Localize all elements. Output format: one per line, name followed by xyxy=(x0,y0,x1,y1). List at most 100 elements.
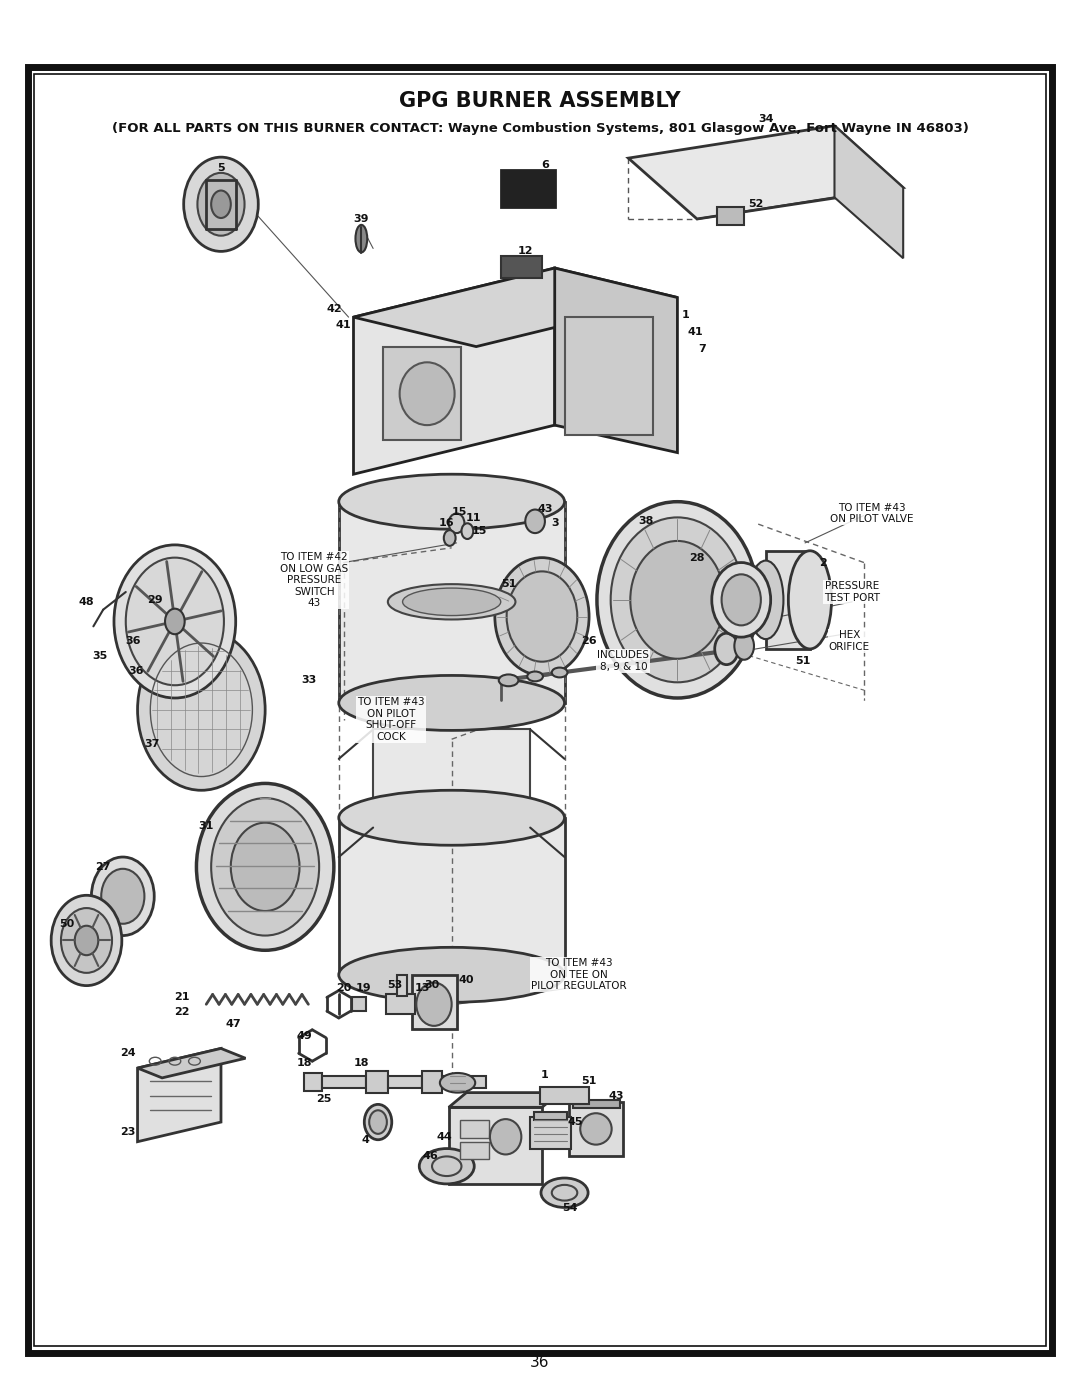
Polygon shape xyxy=(137,1048,221,1141)
Polygon shape xyxy=(629,126,903,219)
Text: 52: 52 xyxy=(748,200,764,210)
Ellipse shape xyxy=(715,633,739,665)
Text: 41: 41 xyxy=(336,320,351,330)
Text: 44: 44 xyxy=(437,1132,453,1141)
Text: 49: 49 xyxy=(297,1031,312,1041)
Bar xyxy=(766,550,810,650)
Bar xyxy=(501,256,542,278)
Ellipse shape xyxy=(495,557,589,675)
Text: 48: 48 xyxy=(79,597,94,606)
Ellipse shape xyxy=(388,584,515,619)
Ellipse shape xyxy=(631,541,725,659)
Text: 36: 36 xyxy=(530,1355,550,1370)
Ellipse shape xyxy=(610,517,744,682)
Text: 30: 30 xyxy=(424,979,440,989)
Ellipse shape xyxy=(552,668,567,678)
Text: (FOR ALL PARTS ON THIS BURNER CONTACT: Wayne Combustion Systems, 801 Glasgow Ave: (FOR ALL PARTS ON THIS BURNER CONTACT: W… xyxy=(111,122,969,136)
Ellipse shape xyxy=(51,895,122,986)
Bar xyxy=(339,502,565,703)
Text: 21: 21 xyxy=(174,992,189,1003)
Text: 16: 16 xyxy=(438,518,455,528)
Text: 6: 6 xyxy=(541,161,549,170)
Bar xyxy=(565,317,653,434)
Ellipse shape xyxy=(114,545,235,698)
Text: 29: 29 xyxy=(147,595,163,605)
Ellipse shape xyxy=(788,550,832,650)
Ellipse shape xyxy=(734,633,754,659)
Text: 27: 27 xyxy=(95,862,111,872)
Ellipse shape xyxy=(748,560,783,638)
Text: 19: 19 xyxy=(355,982,372,993)
Text: 18: 18 xyxy=(353,1058,369,1069)
Ellipse shape xyxy=(461,524,473,539)
Text: 2: 2 xyxy=(819,557,826,567)
Text: 11: 11 xyxy=(465,513,481,524)
Text: 41: 41 xyxy=(687,327,703,337)
Text: 51: 51 xyxy=(581,1076,597,1085)
Text: 50: 50 xyxy=(59,919,75,929)
Ellipse shape xyxy=(102,869,145,923)
Ellipse shape xyxy=(490,1119,522,1154)
Bar xyxy=(540,1087,589,1105)
Text: 15: 15 xyxy=(472,527,487,536)
Text: 31: 31 xyxy=(199,820,214,831)
Text: 25: 25 xyxy=(316,1094,332,1104)
Text: 36: 36 xyxy=(127,665,144,676)
Bar xyxy=(386,995,416,1014)
Polygon shape xyxy=(353,268,555,474)
Text: 24: 24 xyxy=(120,1048,136,1059)
Ellipse shape xyxy=(137,629,266,791)
Text: 4: 4 xyxy=(362,1134,369,1144)
Ellipse shape xyxy=(60,908,112,972)
Text: GPG BURNER ASSEMBLY: GPG BURNER ASSEMBLY xyxy=(400,91,680,112)
Ellipse shape xyxy=(339,791,565,845)
Ellipse shape xyxy=(369,1111,387,1134)
Bar xyxy=(442,1076,486,1088)
Text: 34: 34 xyxy=(758,115,773,124)
Bar xyxy=(530,1118,571,1148)
Bar xyxy=(422,1071,442,1092)
Ellipse shape xyxy=(212,190,231,218)
Ellipse shape xyxy=(364,1105,392,1140)
Text: 53: 53 xyxy=(387,979,403,989)
Ellipse shape xyxy=(525,510,545,534)
Bar xyxy=(305,1073,322,1091)
Bar xyxy=(373,729,530,827)
Text: 33: 33 xyxy=(301,675,316,686)
Bar xyxy=(569,1102,623,1157)
Ellipse shape xyxy=(712,563,771,637)
Text: 43: 43 xyxy=(609,1091,624,1101)
Text: 39: 39 xyxy=(353,214,369,224)
Text: 1: 1 xyxy=(541,1070,549,1080)
Text: TO ITEM #43
ON PILOT VALVE: TO ITEM #43 ON PILOT VALVE xyxy=(831,503,914,524)
Polygon shape xyxy=(353,268,677,346)
Bar xyxy=(459,1141,489,1160)
Text: 26: 26 xyxy=(581,636,597,645)
Text: 22: 22 xyxy=(174,1007,189,1017)
Text: 20: 20 xyxy=(336,982,351,993)
Polygon shape xyxy=(448,1092,559,1108)
Bar xyxy=(388,1076,422,1088)
Bar xyxy=(501,170,555,207)
Text: TO ITEM #43
ON PILOT
SHUT-OFF
COCK: TO ITEM #43 ON PILOT SHUT-OFF COCK xyxy=(357,697,424,742)
Text: 43: 43 xyxy=(537,503,553,514)
Bar xyxy=(459,1120,489,1137)
Text: 18: 18 xyxy=(297,1058,312,1069)
Bar xyxy=(448,1108,542,1183)
Ellipse shape xyxy=(403,588,501,616)
Bar xyxy=(366,1071,388,1092)
Text: 40: 40 xyxy=(459,975,474,985)
Bar xyxy=(535,1112,567,1120)
Text: HEX
ORIFICE: HEX ORIFICE xyxy=(828,630,869,652)
Bar xyxy=(351,997,366,1011)
Ellipse shape xyxy=(541,1178,589,1207)
Text: 3: 3 xyxy=(551,518,558,528)
Ellipse shape xyxy=(419,1148,474,1183)
Text: PRESSURE
TEST PORT: PRESSURE TEST PORT xyxy=(824,581,880,602)
Text: 46: 46 xyxy=(422,1151,437,1161)
Ellipse shape xyxy=(527,672,543,682)
Text: TO ITEM #42
ON LOW GAS
PRESSURE
SWITCH
43: TO ITEM #42 ON LOW GAS PRESSURE SWITCH 4… xyxy=(280,552,349,609)
Text: 37: 37 xyxy=(145,739,160,749)
Text: 15: 15 xyxy=(451,507,468,517)
Bar xyxy=(322,1076,366,1088)
